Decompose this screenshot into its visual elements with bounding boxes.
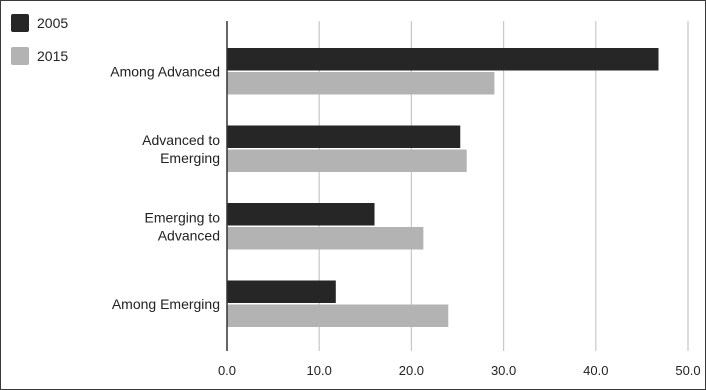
bar-2015-0 xyxy=(227,72,495,95)
category-label-1-1: Emerging xyxy=(160,150,220,166)
legend-swatch-2005 xyxy=(11,14,29,32)
bar-2005-3 xyxy=(227,280,336,303)
legend-label-2005: 2005 xyxy=(37,15,69,31)
category-label-2-1: Advanced xyxy=(158,227,220,243)
category-label-0-0: Among Advanced xyxy=(110,63,220,79)
bar-2015-3 xyxy=(227,304,449,327)
x-tick-label-3: 30.0 xyxy=(491,363,516,378)
legend: 2005 2015 xyxy=(11,13,68,79)
bar-2005-0 xyxy=(227,48,659,71)
category-label-2-0: Emerging to xyxy=(145,209,221,225)
x-tick-label-1: 10.0 xyxy=(307,363,332,378)
x-tick-label-0: 0.0 xyxy=(218,363,236,378)
x-tick-label-2: 20.0 xyxy=(399,363,424,378)
legend-swatch-2015 xyxy=(11,47,29,65)
x-tick-label-4: 40.0 xyxy=(583,363,608,378)
legend-item-2015: 2015 xyxy=(11,46,68,66)
legend-label-2015: 2015 xyxy=(37,48,69,64)
category-label-3-0: Among Emerging xyxy=(112,296,220,312)
bar-2005-1 xyxy=(227,125,461,148)
legend-item-2005: 2005 xyxy=(11,13,68,33)
bar-2015-2 xyxy=(227,227,424,250)
bar-2005-2 xyxy=(227,203,375,226)
bar-2015-1 xyxy=(227,149,467,172)
x-tick-label-5: 50.0 xyxy=(675,363,700,378)
category-label-1-0: Advanced to xyxy=(142,132,220,148)
